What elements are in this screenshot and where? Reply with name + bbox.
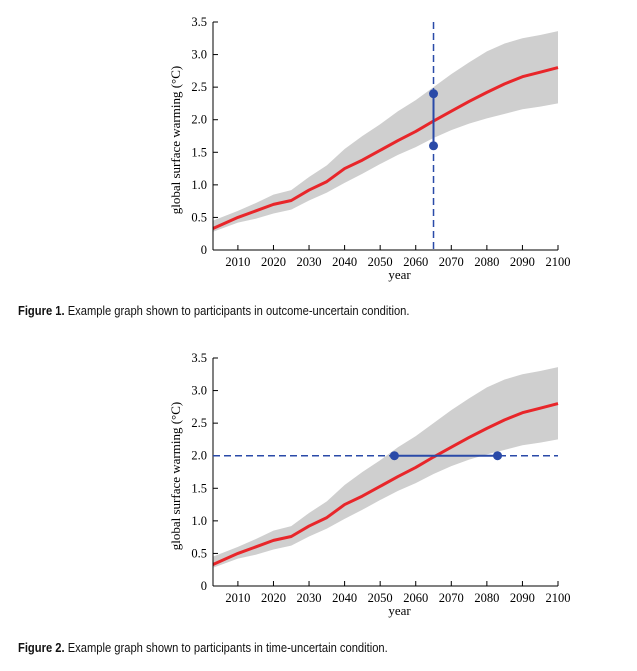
x-tick-label: 2070 [439,591,464,605]
figure-2-caption-text: Example graph shown to participants in t… [64,640,388,655]
x-tick-label: 2060 [403,255,428,269]
y-tick-label: 2.0 [191,449,207,463]
figure-2-caption-label: Figure 2. [18,640,65,655]
x-tick-label: 2050 [368,255,393,269]
figure-2: 0 0.5 1.0 1.5 2.0 2.5 3.0 3.5 2010 2020 2030 2040 20… [0,336,637,671]
figure-2-caption: Figure 2. Example graph shown to partici… [18,640,388,655]
figure-1: 0 0.5 1.0 1.5 2.0 2.5 3.0 3.5 2010 2020 2030 2040 20… [0,0,637,330]
series-line-0 [212,66,559,230]
interval-marker-low [429,141,439,151]
y-tick-label: 3.0 [191,48,207,62]
x-tick-label: 2050 [368,591,393,605]
y-axis-title: global surface warming (°C) [168,402,183,551]
x-tick-label: 2090 [510,255,535,269]
figure-1-caption-label: Figure 1. [18,303,65,318]
y-tick-label: 0 [201,579,207,593]
uncertainty-band [213,367,558,568]
interval-marker-early [389,451,399,461]
x-tick-label: 2100 [546,591,571,605]
y-tick-label: 0 [201,243,207,257]
y-tick-label: 1.0 [191,178,207,192]
figure-1-caption-text: Example graph shown to participants in o… [64,303,410,318]
y-tick-label: 3.0 [191,384,207,398]
y-tick-label: 3.5 [191,351,207,365]
x-tick-label: 2080 [474,255,499,269]
x-tick-label: 2100 [546,255,571,269]
y-axis-title: global surface warming (°C) [168,66,183,215]
y-tick-label: 1.5 [191,145,207,159]
x-tick-label: 2040 [332,591,357,605]
x-axis-title: year [388,267,411,282]
x-tick-label: 2020 [261,591,286,605]
x-axis-title: year [388,603,411,618]
x-tick-label: 2030 [297,591,322,605]
x-tick-label: 2040 [332,255,357,269]
y-tick-label: 0.5 [191,210,207,224]
x-tick-label: 2030 [297,255,322,269]
x-tick-label: 2060 [403,591,428,605]
y-tick-label: 1.5 [191,481,207,495]
y-tick-label: 1.0 [191,514,207,528]
uncertainty-band [213,31,558,232]
y-tick-label: 0.5 [191,546,207,560]
y-tick-label: 2.0 [191,113,207,127]
figure-2-chart: 0 0.5 1.0 1.5 2.0 2.5 3.0 3.5 2010 2020 2030 2040 20… [168,351,571,618]
x-tick-label: 2010 [225,255,250,269]
interval-marker-late [493,451,503,461]
y-tick-label: 2.5 [191,416,207,430]
x-tick-label: 2020 [261,255,286,269]
interval-marker-high [429,89,439,99]
figure-1-chart: 0 0.5 1.0 1.5 2.0 2.5 3.0 3.5 2010 2020 2030 2040 20… [168,15,571,282]
x-tick-label: 2010 [225,591,250,605]
x-tick-label: 2080 [474,591,499,605]
x-tick-label: 2090 [510,591,535,605]
y-tick-label: 2.5 [191,80,207,94]
series-line-0 [212,402,559,566]
figure-1-caption: Figure 1. Example graph shown to partici… [18,303,410,318]
x-tick-label: 2070 [439,255,464,269]
y-tick-label: 3.5 [191,15,207,29]
